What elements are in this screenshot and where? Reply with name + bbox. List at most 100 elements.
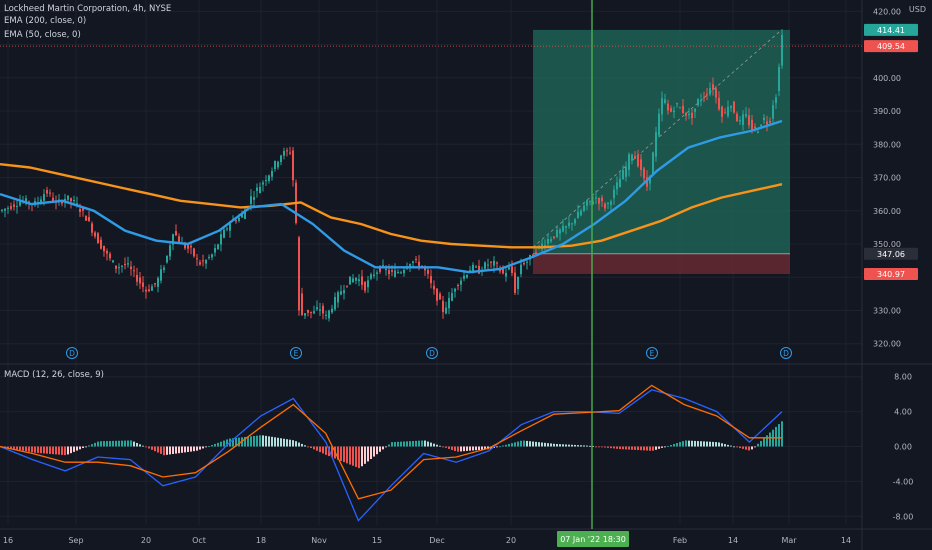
position-zones[interactable] [0,29,862,275]
macd-histogram-bar [685,440,687,447]
candle-body [82,208,84,211]
macd-histogram-bar [436,444,438,447]
macd-histogram-bar [712,441,714,447]
candle-body [157,278,159,287]
candle-body [385,269,387,271]
macd-histogram-bar [535,441,537,447]
macd-histogram-bar [16,446,18,450]
macd-histogram-bar [73,446,75,452]
macd-histogram-bar [100,441,102,447]
candle-body [337,292,339,303]
macd-histogram-bar [85,446,87,448]
event-marker[interactable]: D [426,347,438,359]
candle-body [586,200,588,206]
macd-histogram-bar [778,424,780,447]
candle-body [694,108,696,112]
macd-histogram-bar [562,444,564,447]
candle-body [574,219,576,224]
macd-histogram-bar [622,446,624,450]
event-marker[interactable]: D [780,347,792,359]
macd-histogram-bar [76,446,78,451]
macd-histogram-bar [52,446,54,455]
ema200-line [0,163,783,249]
event-marker[interactable]: E [290,347,302,359]
macd-histogram-bar [673,444,675,447]
macd-histogram-bar [730,445,732,447]
candle-body [517,276,519,290]
macd-histogram-bar [625,446,627,450]
event-marker[interactable]: D [66,347,78,359]
price-tag[interactable]: 347.06 [864,247,918,260]
macd-histogram-bar [172,446,174,455]
macd-histogram-bar [400,441,402,447]
macd-histogram-bar [349,446,351,465]
candle-body [346,285,348,287]
macd-histogram-bar [94,442,96,447]
candle-body [244,209,246,220]
candle-body [670,108,672,112]
time-tick-label: Nov [311,536,327,545]
candle-body [592,201,594,205]
ema50-legend[interactable]: EMA (50, close, 0) [4,30,81,40]
candle-body [685,112,687,116]
macd-histogram-bar [304,445,306,447]
candle-body [283,150,285,156]
candle-body [394,270,396,277]
macd-histogram-bar [643,446,645,451]
macd-histogram-bar [556,443,558,447]
candle-body [775,97,777,104]
macd-histogram-bar [358,446,360,469]
candle-body [631,154,633,161]
macd-histogram-bar [574,444,576,447]
candle-body [265,180,267,182]
candle-body [709,88,711,95]
event-marker-circle [780,347,792,359]
candle-body [220,234,222,245]
macd-histogram-bar [127,440,129,447]
macd-histogram-bar [238,437,240,447]
macd-histogram-bar [451,446,453,450]
macd-histogram-bar [499,446,501,448]
candle-body [583,205,585,211]
price-tag[interactable]: 409.54 [864,40,918,53]
macd-histogram-bar [148,446,150,449]
candle-body [208,256,210,258]
candle-body [616,182,618,190]
price-tick-label: 320.00 [873,340,901,349]
candle-body [286,150,288,152]
candle-body [217,244,219,250]
price-tick-label: 390.00 [873,107,901,116]
macd-histogram-bar [727,444,729,447]
macd-histogram-bar [430,442,432,447]
candle-body [271,170,273,177]
candle-body [412,261,414,263]
event-marker[interactable]: E [646,347,658,359]
macd-histogram-bar [376,446,378,455]
candle-body [166,255,168,263]
macd-histogram-bar [469,446,471,451]
macd-legend[interactable]: MACD (12, 26, close, 9) [4,370,104,380]
candle-body [649,175,651,184]
macd-histogram-bar [205,446,207,448]
macd-histogram-bar [655,446,657,450]
ema200-legend[interactable]: EMA (200, close, 0) [4,16,87,26]
candle-body [97,233,99,244]
price-tick-label: 370.00 [873,174,901,183]
macd-histogram-bar [25,446,27,452]
macd-histogram-bar [49,446,51,454]
price-tag[interactable]: 414.41 [864,23,918,36]
macd-histogram-bar [352,446,354,466]
candle-body [547,239,549,244]
candle-body [679,107,681,109]
candle-body [625,166,627,177]
macd-histogram-bar [46,446,48,454]
candle-body [589,200,591,202]
macd-histogram-bar [742,446,744,449]
candle-body [370,274,372,279]
macd-histogram-bar [79,446,81,450]
price-tag[interactable]: 340.97 [864,268,918,281]
candle-body [736,113,738,122]
price-tick-label: 420.00 [873,7,901,16]
price-tag-background [864,40,918,53]
